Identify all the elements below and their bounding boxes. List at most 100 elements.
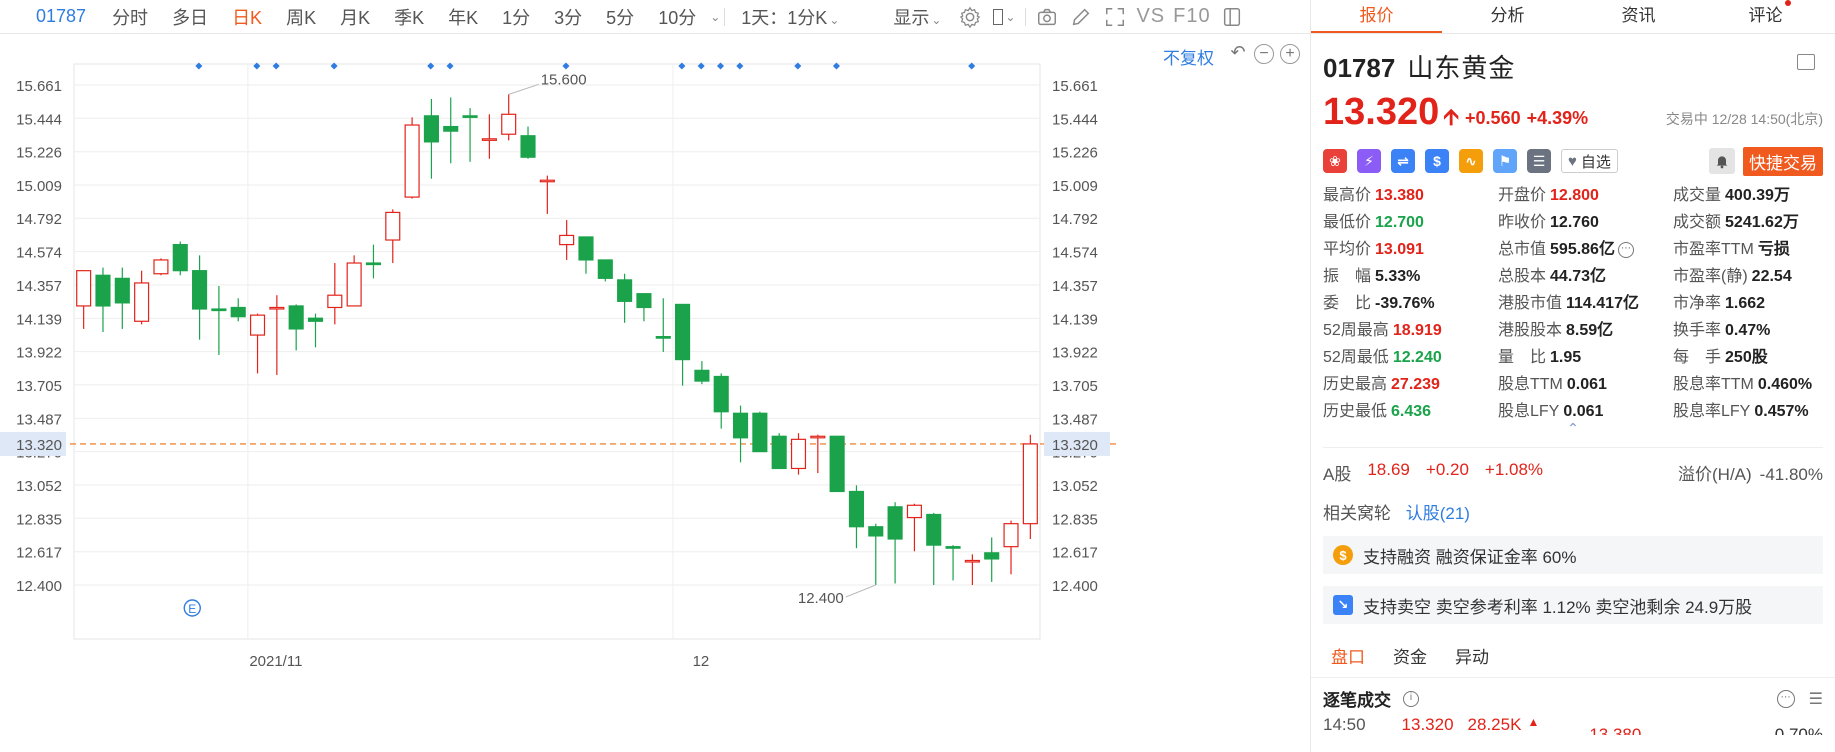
y-tick-label-right: 14.574 — [1052, 245, 1098, 262]
stat-label: 最低价 — [1323, 214, 1372, 231]
tag-icon[interactable]: ⚑ — [1493, 149, 1517, 173]
info-icon[interactable]: i — [1403, 690, 1419, 707]
tab-monthly-k[interactable]: 月K — [340, 7, 371, 28]
y-tick-label-left: 12.400 — [16, 578, 62, 595]
tab-analysis[interactable]: 分析 — [1490, 6, 1525, 25]
y-tick-label-right: 13.922 — [1052, 345, 1098, 362]
y-tick-label-left: 14.139 — [16, 311, 62, 328]
stat-label: 总市值 — [1498, 241, 1547, 258]
lightning-icon[interactable]: ⚡ — [1357, 149, 1381, 173]
high-annotation-line — [508, 83, 539, 95]
y-tick-label-right: 12.835 — [1052, 511, 1098, 528]
stat-item: 市盈率TTM 亏损 — [1673, 238, 1828, 261]
up-arrow-icon: 🡩 — [1443, 104, 1460, 129]
tab-comments[interactable]: 评论 — [1704, 0, 1835, 33]
dollar-icon[interactable]: $ — [1425, 149, 1449, 173]
tab-quarterly-k[interactable]: 季K — [394, 7, 425, 28]
toolbar-stock-code[interactable]: 01787 — [36, 6, 87, 26]
stat-label: 振 幅 — [1323, 268, 1372, 285]
candle-body — [945, 546, 961, 549]
warrant-link[interactable]: 认股(21) — [1405, 504, 1470, 523]
tab-3min[interactable]: 3分 — [554, 7, 583, 28]
tab-10min[interactable]: 10分 — [658, 7, 697, 28]
quick-trade-button[interactable]: 快捷交易 — [1743, 146, 1823, 176]
tab-intraday[interactable]: 分时 — [112, 7, 149, 28]
period-select[interactable]: 1天：1分K ⌄ — [729, 4, 851, 30]
panel-toggle-icon[interactable] — [1221, 6, 1243, 28]
stat-item: 港股市值 114.417亿 — [1498, 292, 1673, 315]
menu-icon[interactable] — [1797, 54, 1815, 70]
camera-icon[interactable] — [1036, 6, 1058, 28]
trend-icon[interactable]: ∿ — [1459, 149, 1483, 173]
panel-tabs: 报价 分析 资讯 评论 — [1311, 0, 1835, 34]
bell-icon[interactable] — [1709, 148, 1735, 174]
margin-notice[interactable]: $ 支持融资 融资保证金率 60% — [1323, 536, 1823, 574]
stat-label: 历史最低 — [1323, 403, 1388, 420]
more-icon[interactable]: ⋯ — [1617, 241, 1634, 258]
tab-multiday[interactable]: 多日 — [172, 7, 209, 28]
kline-chart-svg[interactable]: 15.661 15.661 15.444 15.444 15.226 15.226 15.0… — [0, 34, 1310, 752]
note-icon[interactable]: ☰ — [1527, 149, 1551, 173]
y-tick-label-left: 14.357 — [16, 278, 62, 295]
collapse-chevron-icon[interactable]: ⌃ — [1567, 420, 1579, 436]
candle-body — [404, 124, 420, 198]
display-menu[interactable]: 显示 ⌄ — [881, 4, 953, 30]
stat-label: 最高价 — [1323, 187, 1372, 204]
checkbox-icon[interactable]: ⌄ — [993, 6, 1015, 28]
tab-daily-k[interactable]: 日K — [232, 7, 263, 28]
y-tick-label-left: 15.226 — [16, 145, 62, 162]
more-icon[interactable]: ⋯ — [1776, 689, 1795, 708]
tab-1min[interactable]: 1分 — [502, 7, 531, 28]
y-tick-label-right: 15.444 — [1052, 111, 1098, 128]
fullscreen-icon[interactable] — [1104, 6, 1126, 28]
settings-sliders-icon[interactable]: ☰ — [1808, 690, 1823, 708]
tab-5min[interactable]: 5分 — [606, 7, 635, 28]
hk-flower-icon[interactable]: ❀ — [1323, 149, 1347, 173]
stat-item: 振 幅 5.33% — [1323, 265, 1498, 288]
gear-icon[interactable] — [959, 6, 981, 28]
tab-capital[interactable]: 资金 — [1393, 648, 1427, 667]
stock-name: 山东黄金 — [1407, 53, 1516, 83]
short-notice[interactable]: ↘ 支持卖空 卖空参考利率 1.12% 卖空池剩余 24.9万股 — [1323, 586, 1823, 624]
stat-label: 成交额 — [1673, 214, 1722, 231]
tab-quote[interactable]: 报价 — [1311, 0, 1442, 33]
shuffle-icon[interactable]: ⇌ — [1391, 149, 1415, 173]
stat-label: 平均价 — [1323, 241, 1372, 258]
tab-news[interactable]: 资讯 — [1621, 6, 1656, 25]
tick-volume: 28.25K — [1467, 715, 1522, 734]
zoom-in-icon[interactable]: + — [1280, 44, 1300, 64]
compare-vs-button[interactable]: VS — [1136, 5, 1166, 27]
zoom-out-icon[interactable]: − — [1254, 44, 1274, 64]
stock-title: 01787 山东黄金 — [1323, 48, 1823, 85]
adjust-mode-button[interactable]: 不复权 — [1163, 49, 1214, 68]
stat-value: 0.061 — [1563, 403, 1604, 420]
kline-chart[interactable]: 15.661 15.661 15.444 15.444 15.226 15.226 15.0… — [0, 34, 1310, 752]
price-row: 13.320 🡩 +0.560 +4.39% 交易中 12/28 14:50(北… — [1323, 91, 1823, 138]
current-price-tag-right — [1044, 431, 1110, 456]
stat-label: 港股市值 — [1498, 295, 1563, 312]
low-annotation-line — [845, 584, 876, 598]
undo-icon[interactable]: ↶ — [1230, 42, 1246, 62]
tab-movement[interactable]: 异动 — [1455, 648, 1489, 667]
stat-value: 27.239 — [1391, 376, 1440, 393]
stat-item: 历史最低 6.436 — [1323, 400, 1498, 423]
candle-body — [539, 179, 555, 183]
tab-weekly-k[interactable]: 周K — [286, 7, 317, 28]
candle-body — [423, 115, 439, 143]
y-tick-label-right: 13.052 — [1052, 478, 1098, 495]
y-tick-label-right: 15.661 — [1052, 78, 1098, 95]
tab-yearly-k[interactable]: 年K — [448, 7, 479, 28]
add-watchlist-button[interactable]: ♥ 自选 — [1561, 149, 1618, 173]
a-share-row[interactable]: A股 18.69 +0.20 +1.08% 溢价(H/A) -41.80% — [1323, 447, 1823, 485]
tick-pct: 0.70% — [1774, 725, 1823, 735]
f10-button[interactable]: F10 — [1173, 5, 1211, 27]
quote-panel: 报价 分析 资讯 评论 01787 山东黄金 13.320 🡩 +0.560 +4… — [1310, 0, 1835, 752]
tab-orderbook[interactable]: 盘口 — [1331, 648, 1365, 667]
pencil-icon[interactable] — [1070, 6, 1092, 28]
current-price-label-right: 13.320 — [1052, 437, 1098, 454]
tick-time: 14:50 — [1323, 715, 1366, 734]
y-tick-label-right: 12.617 — [1052, 545, 1098, 562]
trade-status-time: 交易中 12/28 14:50(北京) — [1665, 111, 1823, 127]
chevron-down-icon[interactable]: ⌄ — [710, 9, 721, 24]
candle-body — [559, 234, 575, 246]
